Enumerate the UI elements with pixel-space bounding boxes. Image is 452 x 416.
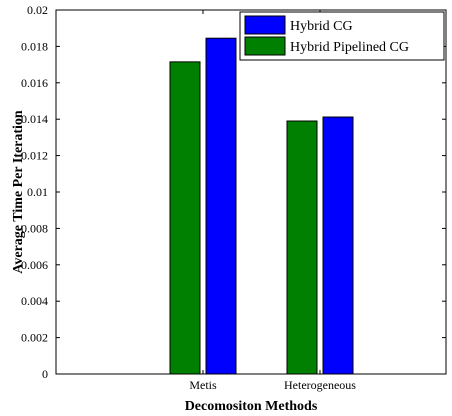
bar-hybrid-pipelined-cg-heterogeneous <box>286 120 318 375</box>
legend-label: Hybrid CG <box>290 19 353 34</box>
legend-swatch <box>244 15 286 35</box>
y-tick-label: 0 <box>42 367 48 381</box>
y-tick-label: 0.004 <box>21 294 48 308</box>
y-tick-label: 0.012 <box>21 149 48 163</box>
y-tick-label: 0.006 <box>21 258 48 272</box>
plot-background <box>56 10 446 374</box>
y-tick-label: 0.018 <box>21 39 48 53</box>
y-tick-label: 0.016 <box>21 76 48 90</box>
x-axis-title: Decomositon Methods <box>185 399 318 414</box>
bar-hybrid-cg-metis <box>205 37 237 375</box>
bar-hybrid-pipelined-cg-metis <box>169 61 201 375</box>
y-tick-label: 0.014 <box>21 112 48 126</box>
y-tick-label: 0.01 <box>27 185 48 199</box>
x-tick-label: Metis <box>189 378 217 392</box>
y-tick-label: 0.02 <box>27 3 48 17</box>
y-axis-title: Average Time Per Iteration <box>11 110 26 274</box>
legend: Hybrid CG Hybrid Pipelined CG <box>239 11 445 61</box>
bars-group <box>169 37 354 375</box>
x-tick-label: Heterogeneous <box>284 378 356 392</box>
y-tick-label: 0.008 <box>21 221 48 235</box>
y-tick-label: 0.002 <box>21 331 48 345</box>
y-ticks-group: 0 0.002 0.004 0.006 0.008 0.01 0.012 0.014 0.016… <box>21 3 446 381</box>
legend-label: Hybrid Pipelined CG <box>290 40 409 55</box>
bar-hybrid-cg-heterogeneous <box>322 116 354 375</box>
legend-swatch <box>244 36 286 56</box>
x-ticks-group: Metis Heterogeneous <box>189 10 356 392</box>
